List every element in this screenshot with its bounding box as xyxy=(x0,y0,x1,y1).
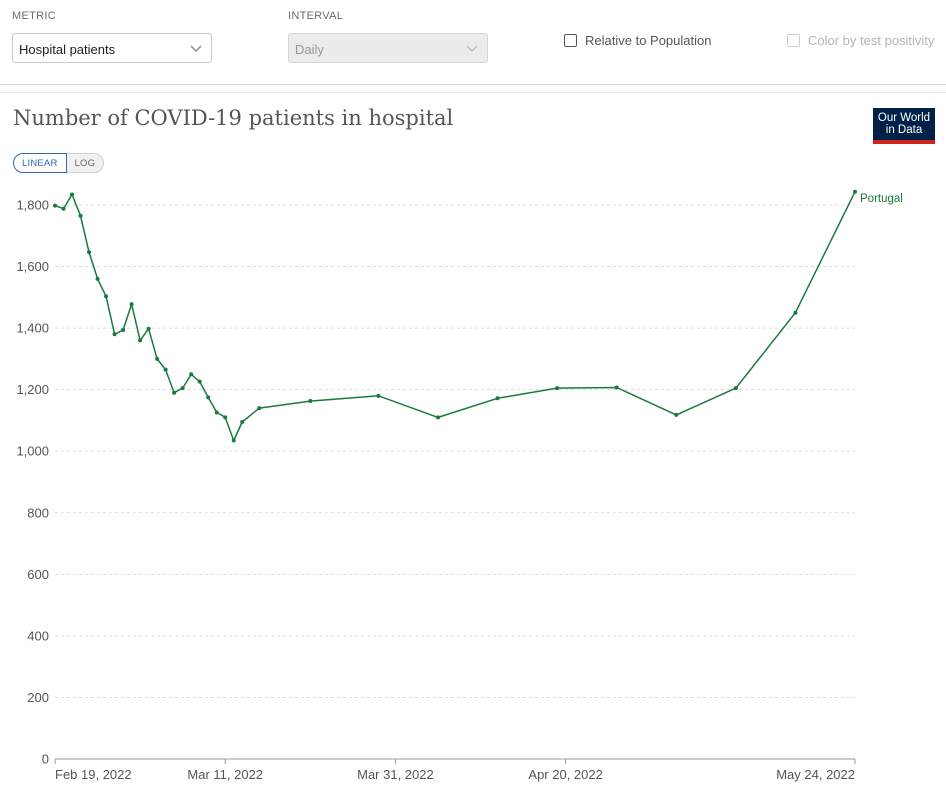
data-point[interactable] xyxy=(214,410,219,415)
data-point[interactable] xyxy=(138,338,143,343)
logo-line-2: in Data xyxy=(885,124,923,136)
scale-toggle: LINEAR LOG xyxy=(13,153,105,173)
y-tick-label: 1,000 xyxy=(16,444,49,459)
data-point[interactable] xyxy=(163,367,168,372)
data-point[interactable] xyxy=(733,386,738,391)
y-tick-label: 1,600 xyxy=(16,259,49,274)
data-point[interactable] xyxy=(189,372,194,377)
log-scale-button[interactable]: LOG xyxy=(66,153,105,173)
data-point[interactable] xyxy=(197,379,202,384)
series-label-portugal[interactable]: Portugal xyxy=(860,193,903,205)
linear-scale-button[interactable]: LINEAR xyxy=(13,153,67,173)
owid-logo[interactable]: Our World in Data xyxy=(873,108,935,144)
y-tick-label: 1,400 xyxy=(16,321,49,336)
data-point[interactable] xyxy=(240,419,245,424)
data-point[interactable] xyxy=(112,332,117,337)
series-line-portugal[interactable] xyxy=(54,191,856,442)
data-point[interactable] xyxy=(308,399,313,404)
data-point[interactable] xyxy=(121,327,126,332)
data-point[interactable] xyxy=(614,385,619,390)
x-tick-label: Mar 11, 2022 xyxy=(187,767,263,782)
y-axis: 0 200 400 600 800 1,000 1,200 1,400 1,600 1,800 xyxy=(16,198,49,767)
interval-label: INTERVAL xyxy=(288,10,344,22)
data-point[interactable] xyxy=(87,250,92,255)
chart-title: Number of COVID-19 patients in hospital xyxy=(13,106,454,130)
y-tick-label: 1,800 xyxy=(16,198,49,213)
x-tick-label: Mar 31, 2022 xyxy=(357,767,434,782)
y-tick-label: 400 xyxy=(27,628,49,643)
data-point[interactable] xyxy=(206,395,211,400)
interval-select[interactable]: Daily xyxy=(288,33,488,63)
data-point[interactable] xyxy=(435,415,440,420)
x-axis: Feb 19, 2022 Mar 11, 2022 Mar 31, 2022 Apr … xyxy=(54,758,856,782)
data-point[interactable] xyxy=(61,206,66,211)
data-point[interactable] xyxy=(674,412,679,417)
interval-select-value: Daily xyxy=(295,42,324,57)
data-point[interactable] xyxy=(223,415,228,420)
x-tick-label: Apr 20, 2022 xyxy=(528,767,602,782)
y-tick-label: 800 xyxy=(27,505,49,520)
grid-lines xyxy=(55,204,855,698)
color-checkbox[interactable] xyxy=(787,34,800,47)
data-point[interactable] xyxy=(853,189,857,194)
relative-label: Relative to Population xyxy=(585,33,712,48)
y-tick-label: 0 xyxy=(42,752,49,767)
metric-label: METRIC xyxy=(12,10,56,22)
metric-select[interactable]: Hospital patients xyxy=(12,33,212,63)
data-point[interactable] xyxy=(495,396,500,401)
data-point[interactable] xyxy=(95,276,100,281)
logo-line-1: Our World xyxy=(877,112,931,124)
y-tick-label: 1,200 xyxy=(16,382,49,397)
y-tick-label: 600 xyxy=(27,567,49,582)
relative-to-population-toggle[interactable]: Relative to Population xyxy=(564,33,711,48)
chevron-down-icon xyxy=(190,45,202,52)
metric-select-value: Hospital patients xyxy=(19,42,116,57)
color-label: Color by test positivity xyxy=(808,33,935,48)
data-point[interactable] xyxy=(53,203,57,208)
x-tick-label: May 24, 2022 xyxy=(776,767,855,782)
chevron-down-icon xyxy=(466,45,478,52)
section-divider xyxy=(0,92,946,93)
data-point[interactable] xyxy=(78,213,83,218)
relative-checkbox[interactable] xyxy=(564,34,577,47)
data-point[interactable] xyxy=(146,326,151,331)
color-by-positivity-toggle[interactable]: Color by test positivity xyxy=(787,33,934,48)
data-point[interactable] xyxy=(555,386,560,391)
y-tick-label: 200 xyxy=(27,690,49,705)
data-point[interactable] xyxy=(129,302,134,307)
data-point[interactable] xyxy=(104,294,109,299)
data-point[interactable] xyxy=(155,356,160,361)
data-point[interactable] xyxy=(257,406,262,411)
data-point[interactable] xyxy=(180,386,185,391)
data-point[interactable] xyxy=(172,390,177,395)
data-point[interactable] xyxy=(793,310,798,315)
data-point[interactable] xyxy=(231,438,236,443)
x-tick-label: Feb 19, 2022 xyxy=(55,767,132,782)
data-point[interactable] xyxy=(70,192,75,197)
controls-bar: METRIC Hospital patients INTERVAL Daily … xyxy=(0,0,946,85)
data-point[interactable] xyxy=(376,393,381,398)
series-layer: Portugal xyxy=(53,189,903,443)
